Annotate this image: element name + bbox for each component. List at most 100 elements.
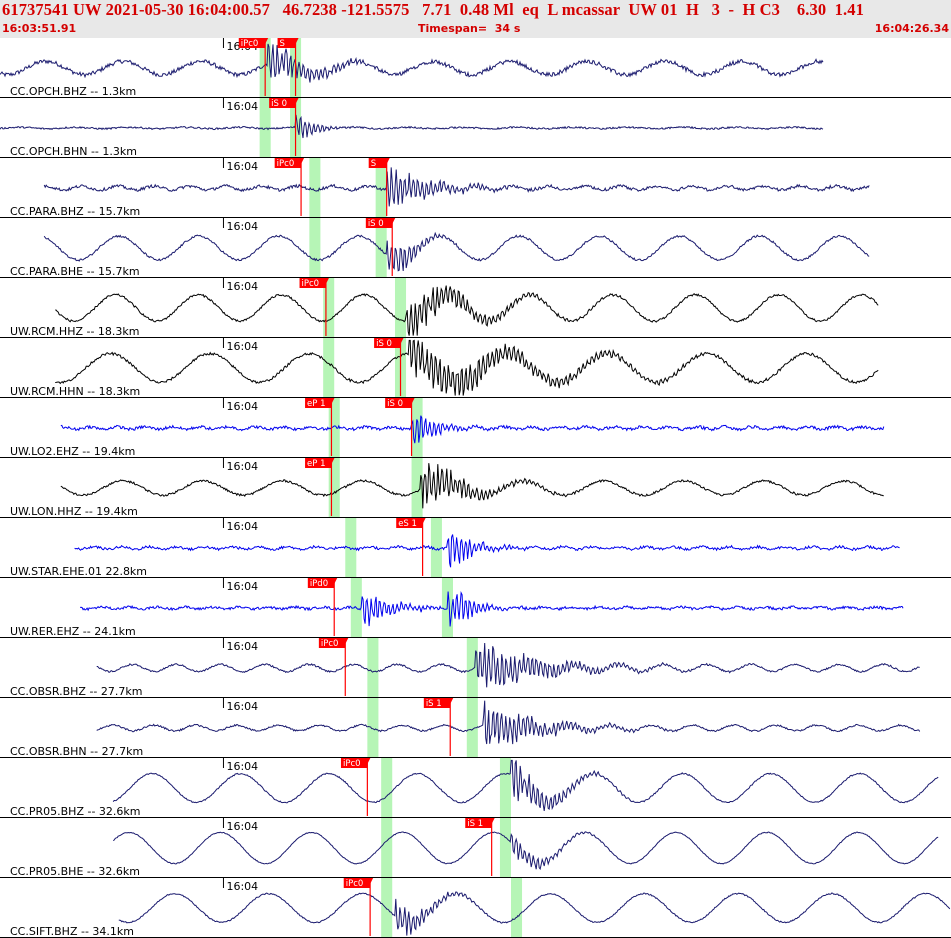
pick-marker xyxy=(419,518,426,524)
pick-window xyxy=(394,278,407,338)
trace-row: 16:04 iPc0 CC.SIFT.BHZ -- 34.1km xyxy=(0,878,951,938)
pick-label: S xyxy=(280,39,285,49)
pick-flag-box xyxy=(277,38,296,48)
pick-window xyxy=(510,878,523,938)
pick-flag-box xyxy=(374,338,401,348)
pick-window xyxy=(309,218,321,278)
pick-flag-box xyxy=(343,878,371,888)
pick-label: iPd0 xyxy=(310,579,328,589)
pick-window xyxy=(466,638,478,698)
pick-window xyxy=(367,698,379,758)
pick-label: iS 1 xyxy=(467,819,483,829)
pick-label: iS 0 xyxy=(376,339,392,349)
pick-flag: iS 1 xyxy=(465,818,495,876)
minute-tick-label: 16:04 xyxy=(226,400,258,413)
trace-row: 16:04 iPc0 CC.PR05.BHZ -- 32.6km xyxy=(0,758,951,818)
minute-tick-label: 16:04 xyxy=(226,760,258,773)
waveform xyxy=(96,700,921,745)
pick-window xyxy=(381,818,393,878)
pick-flag: iS 0 xyxy=(374,338,404,396)
station-label: CC.PR05.BHZ -- 32.6km xyxy=(10,805,141,818)
trace-row: 16:04 iPc0 S CC.PARA.BHZ -- 15.7km xyxy=(0,158,951,218)
pick-label: iPc0 xyxy=(302,279,320,289)
pick-label: iS 1 xyxy=(426,699,442,709)
station-label: CC.OBSR.BHZ -- 27.7km xyxy=(10,685,142,698)
pick-marker xyxy=(298,158,305,164)
pick-flag: iPc0 xyxy=(299,278,329,336)
minute-tick-label: 16:04 xyxy=(226,700,258,713)
pick-window xyxy=(411,398,423,458)
trace-row: 16:04 iS 1 CC.OBSR.BHN -- 27.7km xyxy=(0,698,951,758)
station-label: CC.SIFT.BHZ -- 34.1km xyxy=(10,925,134,938)
waveform xyxy=(0,114,824,139)
pick-label: iPc0 xyxy=(277,159,295,169)
pick-flag-box xyxy=(305,398,332,408)
pick-flag-box xyxy=(340,758,368,768)
pick-label: iPc0 xyxy=(241,39,259,49)
pick-marker xyxy=(331,578,338,584)
pick-flag-box xyxy=(238,38,266,48)
pick-window xyxy=(375,218,387,278)
pick-window xyxy=(367,638,379,698)
pick-window xyxy=(466,698,478,758)
pick-flag: S xyxy=(277,38,299,96)
pick-marker xyxy=(447,698,454,704)
pick-flag: iPc0 xyxy=(340,758,371,816)
pick-flag-box xyxy=(396,518,423,528)
waveform xyxy=(43,167,870,207)
timespan: Timespan= 34 s xyxy=(418,22,521,35)
pick-flag: iS 0 xyxy=(385,398,415,456)
pick-marker xyxy=(322,278,329,284)
minute-tick-label: 16:04 xyxy=(226,160,258,173)
waveform xyxy=(55,339,879,396)
pick-flag: eP 1 xyxy=(305,398,335,456)
end-time: 16:04:26.34 xyxy=(874,22,949,35)
pick-flag-box xyxy=(318,638,346,648)
pick-marker xyxy=(408,398,415,404)
station-label: CC.OPCH.BHN -- 1.3km xyxy=(10,145,137,158)
pick-flag: S xyxy=(368,158,390,216)
pick-marker xyxy=(342,638,349,644)
pick-window xyxy=(375,158,387,218)
trace-row: 16:04 eS 1 UW.STAR.EHE.01 22.8km xyxy=(0,518,951,578)
pick-marker xyxy=(292,98,299,104)
pick-window xyxy=(323,338,335,398)
pick-marker xyxy=(364,758,371,764)
pick-flag-box xyxy=(423,698,451,708)
pick-flag-box xyxy=(299,278,326,288)
pick-marker xyxy=(383,158,390,164)
pick-marker xyxy=(397,338,404,344)
trace-row: 16:04 iS 0 CC.PARA.BHE -- 15.7km xyxy=(0,218,951,278)
pick-flag: eP 1 xyxy=(305,458,335,516)
station-label: UW.LO2.EHZ -- 19.4km xyxy=(10,445,135,458)
pick-flag-box xyxy=(274,158,302,168)
trace-row: 16:04 iPd0 UW.RER.EHZ -- 24.1km xyxy=(0,578,951,638)
trace-row: 16:04 eP 1 iS 0 UW.LO2.EHZ -- 19.4km xyxy=(0,398,951,458)
pick-flag-box xyxy=(307,578,335,588)
pick-flag-box xyxy=(368,158,387,168)
pick-label: iPc0 xyxy=(343,759,361,769)
waveform xyxy=(118,891,951,936)
pick-label: iS 0 xyxy=(271,99,287,109)
station-label: UW.RER.EHZ -- 24.1km xyxy=(10,625,136,638)
pick-marker xyxy=(292,38,299,44)
waveform xyxy=(112,831,939,871)
start-time: 16:03:51.91 xyxy=(2,22,77,35)
pick-marker xyxy=(262,38,269,44)
minute-tick-label: 16:04 xyxy=(226,880,258,893)
minute-tick-label: 16:04 xyxy=(226,340,258,353)
pick-window xyxy=(323,278,335,338)
pick-window xyxy=(328,398,340,458)
pick-window xyxy=(499,758,511,818)
station-label: UW.LON.HHZ -- 19.4km xyxy=(10,505,138,518)
station-label: CC.OBSR.BHN -- 27.7km xyxy=(10,745,143,758)
pick-window xyxy=(411,458,423,518)
pick-label: iPc0 xyxy=(321,639,339,649)
waveform xyxy=(60,463,884,509)
minute-tick-label: 16:04 xyxy=(226,460,258,473)
pick-flag: iPc0 xyxy=(274,158,305,216)
pick-flag-box xyxy=(269,98,296,108)
pick-marker xyxy=(328,398,335,404)
pick-flag-box xyxy=(465,818,492,828)
